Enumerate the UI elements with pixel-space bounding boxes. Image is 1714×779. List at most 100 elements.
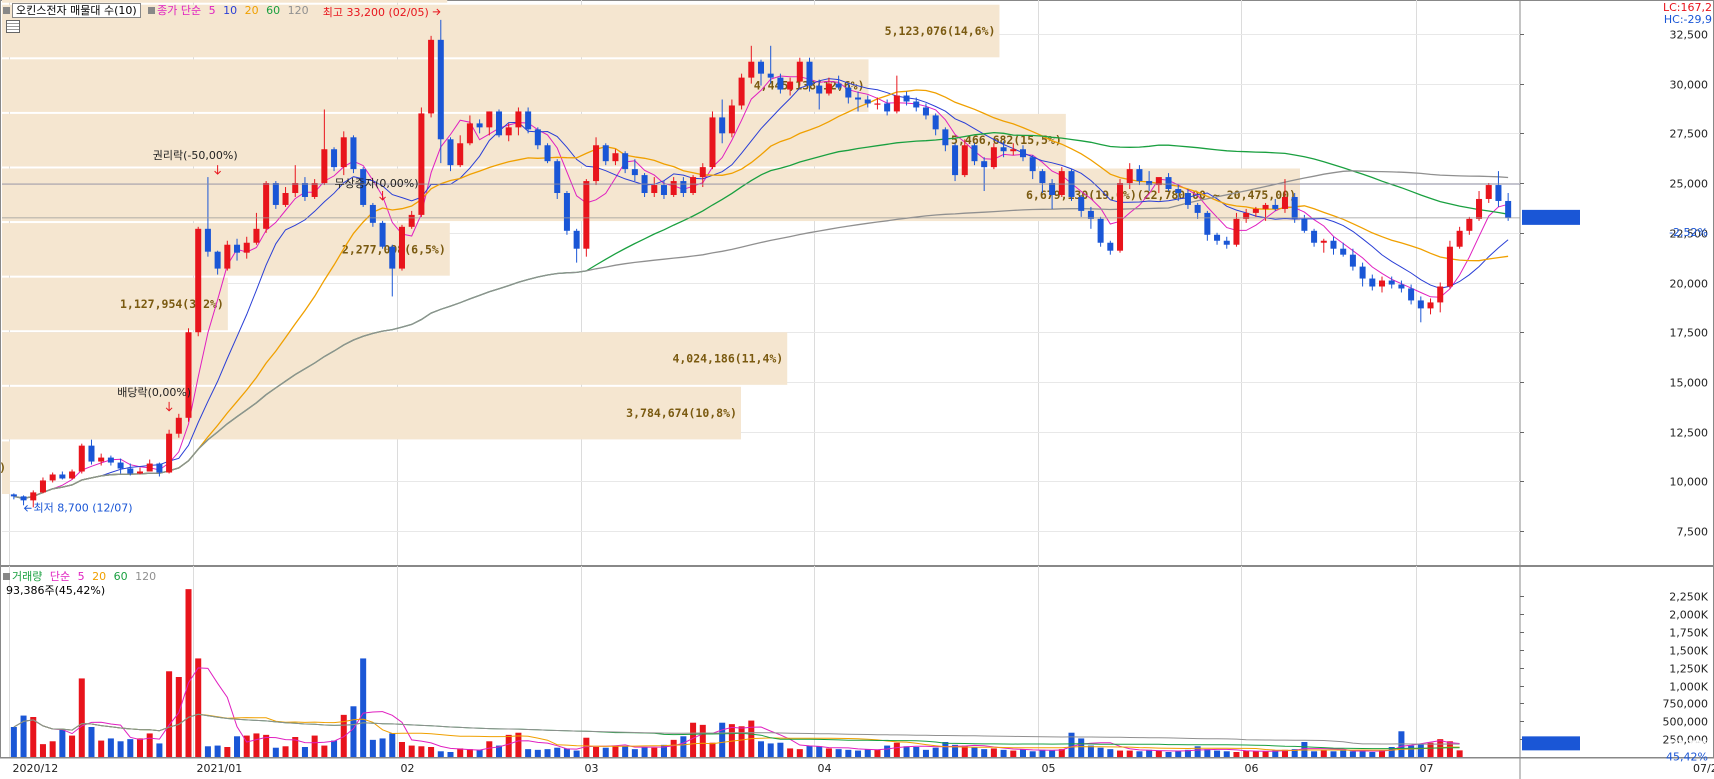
volume-bar — [573, 750, 580, 757]
volume-bar — [874, 749, 881, 757]
candle-up — [796, 61, 803, 82]
candle-up — [593, 145, 600, 182]
volume-bar — [622, 746, 629, 757]
volume-bar — [787, 748, 794, 757]
candle-up — [1378, 280, 1386, 287]
volume-y-tick-label: 250,000 — [1663, 734, 1709, 747]
candle-up — [1155, 177, 1162, 186]
volume-bar — [525, 749, 532, 757]
volume-bar — [311, 735, 318, 757]
candle-down — [922, 107, 929, 116]
candle-down — [680, 181, 687, 194]
volume-marker-icon — [3, 573, 10, 580]
current-price-badge — [1522, 209, 1580, 225]
price-zone — [2, 59, 869, 112]
y-tick-label: 20,000 — [1670, 278, 1709, 291]
volume-bar — [1427, 742, 1434, 757]
volume-bar — [1291, 749, 1298, 757]
candle-down — [1330, 240, 1337, 249]
volume-bar — [932, 747, 939, 757]
candle-down — [602, 145, 609, 162]
candle-up — [340, 137, 347, 168]
candle-down — [806, 61, 813, 86]
volume-bar — [1378, 750, 1386, 757]
volume-bar — [20, 715, 27, 757]
volume-bar — [884, 745, 891, 757]
candle-down — [1272, 204, 1279, 209]
candle-up — [1320, 240, 1327, 243]
candle-down — [525, 111, 532, 130]
table-view-icon[interactable] — [6, 20, 20, 33]
volume-bar — [767, 743, 774, 757]
volume-bar — [263, 734, 270, 757]
volume-bar — [1155, 750, 1162, 757]
volume-bar — [845, 749, 852, 757]
volume-bar — [486, 741, 493, 757]
candle-up — [515, 111, 522, 128]
volume-bar — [660, 744, 667, 757]
volume-bar — [1029, 751, 1036, 757]
volume-bar — [39, 744, 46, 757]
hc-value: HC:-29,9 — [1663, 13, 1712, 26]
volume-bar — [1126, 750, 1133, 757]
candle-down — [1087, 210, 1094, 219]
candle-down — [389, 246, 396, 269]
volume-bar — [1223, 751, 1230, 757]
candle-down — [942, 129, 949, 146]
volume-bar — [1349, 751, 1356, 757]
candle-down — [835, 83, 842, 88]
volume-bar — [340, 714, 347, 757]
volume-bar — [10, 727, 17, 757]
candle-up — [1281, 196, 1288, 209]
price-zone-label: 3,784,674(10,8%) — [626, 406, 737, 420]
x-tick-label: 07/22 — [1693, 762, 1714, 775]
candle-down — [234, 244, 241, 253]
price-zone — [2, 277, 228, 331]
candle-down — [20, 496, 27, 501]
volume-bar — [1039, 749, 1046, 757]
volume-bar — [166, 671, 173, 757]
volume-bar — [1311, 751, 1318, 757]
candle-down — [272, 183, 279, 205]
x-tick-label: 05 — [1042, 762, 1056, 775]
volume-bar — [670, 739, 677, 757]
candle-down — [816, 85, 823, 94]
candle-up — [1485, 185, 1492, 199]
volume-bar — [321, 745, 328, 757]
volume-panel-border — [0, 566, 1714, 758]
candle-up — [1243, 212, 1250, 219]
volume-bar — [107, 738, 114, 757]
legend-marker-icon — [148, 7, 156, 14]
collapse-icon[interactable] — [3, 7, 10, 14]
candle-up — [398, 226, 405, 269]
candle-up — [418, 113, 425, 215]
candle-down — [1204, 212, 1211, 235]
candle-down — [855, 97, 862, 100]
volume-bar — [175, 677, 182, 757]
volume-bar — [466, 749, 473, 757]
volume-bar — [903, 746, 910, 757]
price-zone-label: 0(0,0%) — [0, 461, 6, 475]
candle-down — [534, 129, 541, 146]
volume-ma5-line — [13, 667, 1460, 752]
price-zone — [2, 168, 1300, 222]
volume-bar — [282, 746, 289, 757]
y-tick-label: 17,500 — [1670, 327, 1709, 340]
candle-up — [1117, 183, 1124, 251]
high-arrow-icon — [432, 8, 441, 16]
candle-up — [30, 492, 37, 501]
volume-bar — [1010, 750, 1017, 757]
candle-down — [350, 137, 357, 170]
candle-down — [360, 169, 367, 205]
volume-bar — [825, 748, 832, 757]
volume-bar — [195, 658, 202, 757]
candle-up — [1427, 302, 1434, 309]
volume-bar — [1340, 750, 1347, 757]
volume-bar — [30, 717, 37, 757]
volume-bar — [214, 745, 221, 757]
volume-bar — [292, 737, 299, 757]
candle-down — [777, 77, 784, 90]
volume-bar — [1456, 750, 1463, 757]
volume-y-tick-label: 2,250K — [1669, 591, 1708, 604]
chart-title: 오킨스전자 매물대 수(10) — [12, 3, 141, 18]
